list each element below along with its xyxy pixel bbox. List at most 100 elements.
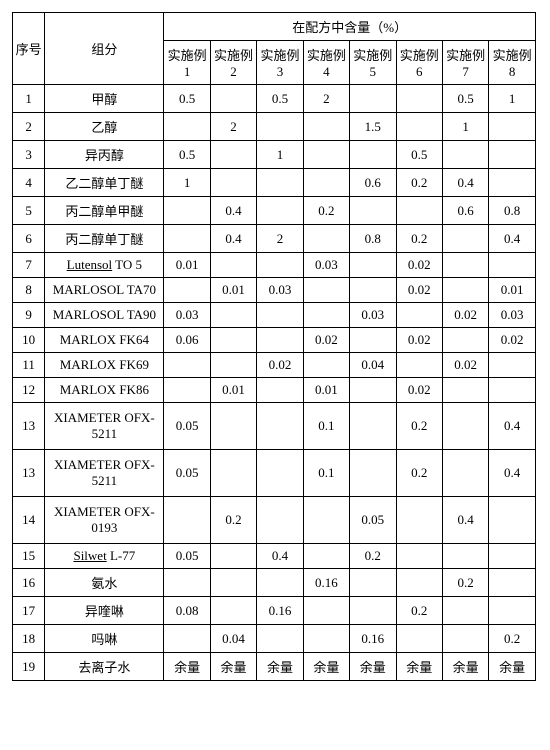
table-body: 1甲醇0.50.520.512乙醇21.513异丙醇0.510.54乙二醇单丁醚… (13, 85, 536, 681)
cell-seq: 1 (13, 85, 45, 113)
cell-value (350, 378, 396, 403)
table-row: 6丙二醇单丁醚0.420.80.20.4 (13, 225, 536, 253)
cell-value: 0.6 (442, 197, 488, 225)
cell-value: 0.01 (164, 253, 210, 278)
cell-component: MARLOX FK64 (45, 328, 164, 353)
cell-value (350, 278, 396, 303)
cell-value (396, 353, 442, 378)
cell-value: 余量 (396, 653, 442, 681)
cell-value: 2 (303, 85, 349, 113)
cell-value: 余量 (350, 653, 396, 681)
header-ex-4: 实施例4 (303, 41, 349, 85)
cell-value (210, 569, 256, 597)
cell-value (350, 569, 396, 597)
cell-value: 0.01 (210, 378, 256, 403)
cell-value (257, 403, 303, 450)
table-row: 1甲醇0.50.520.51 (13, 85, 536, 113)
cell-value: 0.03 (350, 303, 396, 328)
cell-value: 0.4 (489, 403, 536, 450)
cell-value (303, 225, 349, 253)
cell-value: 1 (489, 85, 536, 113)
cell-value (303, 353, 349, 378)
cell-seq: 5 (13, 197, 45, 225)
cell-value: 0.2 (303, 197, 349, 225)
cell-value (442, 450, 488, 497)
cell-component: MARLOX FK86 (45, 378, 164, 403)
cell-seq: 10 (13, 328, 45, 353)
cell-component: 乙醇 (45, 113, 164, 141)
cell-value (164, 225, 210, 253)
cell-seq: 17 (13, 597, 45, 625)
cell-value (210, 544, 256, 569)
cell-value (442, 625, 488, 653)
table-row: 2乙醇21.51 (13, 113, 536, 141)
cell-value: 余量 (164, 653, 210, 681)
table-row: 9MARLOSOL TA900.030.030.020.03 (13, 303, 536, 328)
table-row: 12MARLOX FK860.010.010.02 (13, 378, 536, 403)
cell-value (442, 141, 488, 169)
cell-value (303, 303, 349, 328)
cell-value (303, 597, 349, 625)
cell-value: 0.01 (210, 278, 256, 303)
cell-value: 0.01 (303, 378, 349, 403)
table-row: 4乙二醇单丁醚10.60.20.4 (13, 169, 536, 197)
cell-value (164, 278, 210, 303)
cell-value (489, 569, 536, 597)
header-ex-3: 实施例3 (257, 41, 303, 85)
cell-value (164, 353, 210, 378)
cell-value (442, 278, 488, 303)
cell-value (257, 450, 303, 497)
cell-value (164, 497, 210, 544)
cell-value (210, 597, 256, 625)
cell-component: 去离子水 (45, 653, 164, 681)
cell-value: 0.5 (396, 141, 442, 169)
cell-value: 0.2 (396, 450, 442, 497)
cell-value (164, 625, 210, 653)
cell-seq: 13 (13, 450, 45, 497)
table-row: 8MARLOSOL TA700.010.030.020.01 (13, 278, 536, 303)
cell-value (396, 113, 442, 141)
cell-seq: 18 (13, 625, 45, 653)
cell-value (350, 450, 396, 497)
table-header: 序号 组分 在配方中含量（%） 实施例1 实施例2 实施例3 实施例4 实施例5… (13, 13, 536, 85)
cell-value (442, 253, 488, 278)
header-group: 在配方中含量（%） (164, 13, 536, 41)
cell-value (303, 113, 349, 141)
cell-value (210, 353, 256, 378)
cell-value: 0.02 (396, 378, 442, 403)
cell-seq: 14 (13, 497, 45, 544)
component-name-underlined: Lutensol (67, 257, 113, 272)
table-row: 3异丙醇0.510.5 (13, 141, 536, 169)
cell-value: 0.2 (396, 597, 442, 625)
cell-value (257, 378, 303, 403)
cell-value: 0.02 (442, 353, 488, 378)
cell-value (210, 403, 256, 450)
cell-component: Silwet L-77 (45, 544, 164, 569)
cell-value (396, 625, 442, 653)
cell-component: XIAMETER OFX-0193 (45, 497, 164, 544)
cell-value: 1.5 (350, 113, 396, 141)
cell-value: 2 (210, 113, 256, 141)
cell-seq: 3 (13, 141, 45, 169)
cell-value: 0.16 (350, 625, 396, 653)
cell-seq: 7 (13, 253, 45, 278)
cell-value (303, 544, 349, 569)
cell-value (396, 497, 442, 544)
header-seq: 序号 (13, 13, 45, 85)
cell-seq: 11 (13, 353, 45, 378)
cell-component: 吗啉 (45, 625, 164, 653)
table-row: 13XIAMETER OFX-52110.050.10.20.4 (13, 403, 536, 450)
cell-value (257, 113, 303, 141)
cell-value: 0.02 (442, 303, 488, 328)
cell-value: 0.04 (350, 353, 396, 378)
cell-value (489, 378, 536, 403)
table-row: 18吗啉0.040.160.2 (13, 625, 536, 653)
cell-value: 0.05 (350, 497, 396, 544)
cell-value: 0.03 (164, 303, 210, 328)
cell-value (350, 253, 396, 278)
header-ex-7: 实施例7 (442, 41, 488, 85)
cell-value (164, 378, 210, 403)
cell-value (350, 141, 396, 169)
cell-value: 0.02 (396, 253, 442, 278)
cell-value (396, 544, 442, 569)
